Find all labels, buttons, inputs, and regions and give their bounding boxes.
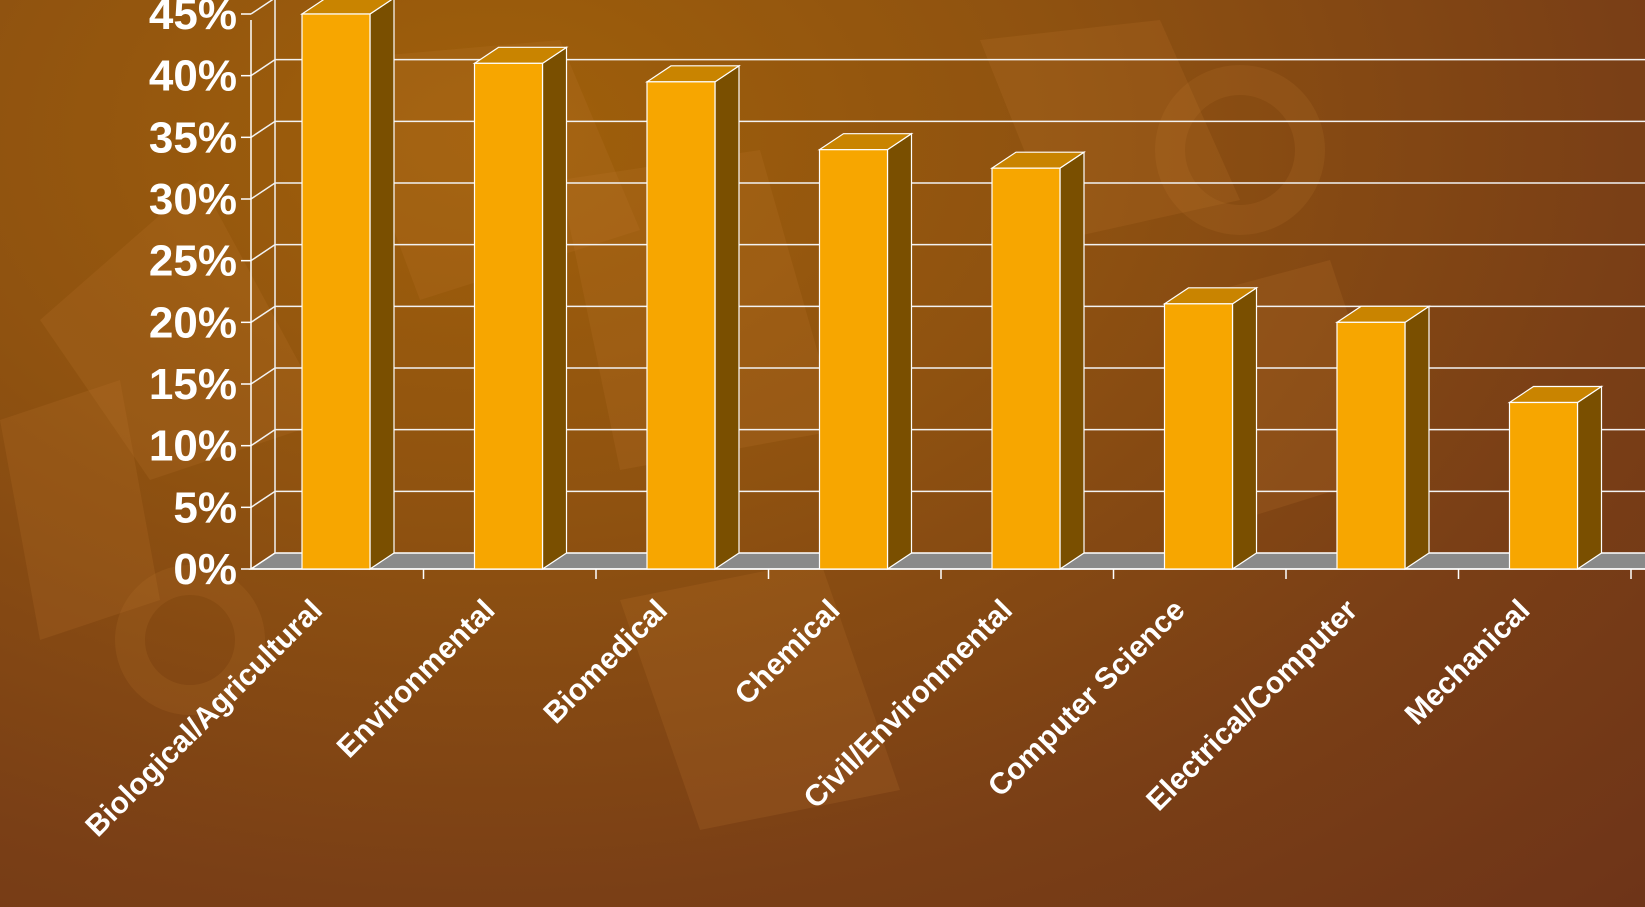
gridline-side bbox=[250, 367, 276, 385]
y-tick-label: 5% bbox=[173, 483, 237, 532]
y-tick-label: 45% bbox=[149, 0, 237, 39]
y-tick-label: 15% bbox=[149, 360, 237, 409]
x-tick-label: Environmental bbox=[331, 594, 502, 765]
chart-gridlines bbox=[250, 0, 1645, 508]
bar bbox=[1507, 385, 1604, 571]
gridline-side bbox=[250, 59, 276, 77]
x-tick-label: Biomedical bbox=[537, 594, 674, 731]
gridline-side bbox=[250, 120, 276, 138]
x-tick-label: Mechanical bbox=[1399, 594, 1537, 732]
bar-side bbox=[369, 0, 395, 571]
bar bbox=[1162, 286, 1259, 571]
x-tick-label: Biological/Agricultural bbox=[79, 594, 329, 844]
bar bbox=[645, 64, 741, 571]
y-tick-label: 20% bbox=[149, 298, 237, 347]
bar-front bbox=[301, 13, 371, 570]
y-tick-label: 10% bbox=[149, 422, 237, 471]
gridline-side bbox=[250, 0, 274, 15]
chart-bars bbox=[300, 0, 1604, 571]
bar-front bbox=[991, 167, 1061, 570]
gridline-side bbox=[250, 429, 276, 447]
bar bbox=[300, 0, 395, 571]
bar-front bbox=[1163, 303, 1234, 570]
gridline-side bbox=[250, 305, 276, 323]
gridline-side bbox=[250, 244, 276, 262]
bar bbox=[990, 151, 1086, 571]
bar bbox=[1335, 305, 1431, 571]
bar-front bbox=[646, 81, 716, 570]
chart-floor-plane bbox=[248, 552, 1645, 570]
gridline-side bbox=[250, 490, 276, 508]
bar-side bbox=[714, 64, 740, 571]
bar bbox=[472, 46, 569, 571]
y-tick-label: 0% bbox=[173, 545, 237, 594]
bar-side bbox=[886, 132, 913, 571]
y-tick-label: 35% bbox=[149, 113, 237, 162]
bar-front bbox=[473, 62, 544, 570]
chart-floor bbox=[248, 552, 1645, 570]
bar-side bbox=[1059, 151, 1085, 571]
bar-front bbox=[818, 149, 889, 570]
x-axis-ticks: Biological/Agricultural Environmental Biom… bbox=[79, 593, 1536, 843]
y-tick-label: 25% bbox=[149, 237, 237, 286]
bar bbox=[817, 132, 914, 571]
bar-side bbox=[1231, 286, 1258, 571]
y-axis-ticks: 0% 5% 10% 15% 20% 25% 30% 35% 40% 45% bbox=[149, 0, 237, 594]
chart-axes bbox=[241, 0, 1645, 579]
x-tick-label: Chemical bbox=[729, 594, 847, 712]
x-tick-label: Computer Science bbox=[982, 594, 1192, 804]
bar-front bbox=[1336, 321, 1406, 570]
bar-front bbox=[1508, 401, 1579, 570]
y-tick-label: 30% bbox=[149, 175, 237, 224]
gridline-side bbox=[250, 182, 276, 200]
y-tick-label: 40% bbox=[149, 52, 237, 101]
bar-side bbox=[1404, 305, 1430, 571]
bar-side bbox=[541, 46, 568, 571]
bar-side bbox=[1576, 385, 1603, 571]
